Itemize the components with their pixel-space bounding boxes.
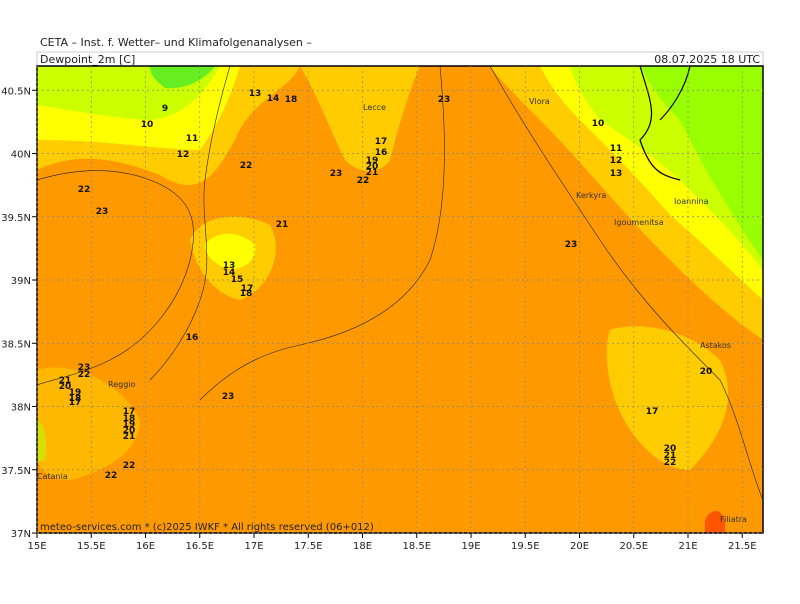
contour-label: 17: [241, 284, 254, 294]
contour-label: 20: [59, 382, 72, 392]
y-tick-label: 39.5N: [1, 213, 31, 224]
contour-label: 21: [59, 376, 72, 386]
contour-label: 20: [123, 426, 136, 436]
contour-label: 19: [69, 388, 82, 398]
place-label: Ioannina: [674, 197, 709, 206]
x-tick-label: 21.5E: [728, 541, 757, 552]
contour-label: 17: [375, 137, 388, 147]
x-tick-label: 20.5E: [619, 541, 648, 552]
contour-label: 18: [123, 414, 136, 424]
contour-label: 21: [123, 432, 136, 442]
x-tick-label: 20E: [570, 541, 589, 552]
place-label: Reggio: [108, 380, 136, 389]
contour-label: 16: [375, 148, 388, 158]
contour-label: 22: [105, 471, 118, 481]
contour-label: 12: [610, 156, 623, 166]
contour-label: 12: [177, 150, 190, 160]
contour-label: 19: [123, 420, 136, 430]
contour-label: 20: [664, 444, 677, 454]
contour-label: 11: [186, 134, 199, 144]
contour-label: 18: [69, 394, 82, 404]
contour-label: 17: [69, 398, 82, 408]
contour-label: 14: [267, 94, 280, 104]
x-tick-label: 18E: [353, 541, 372, 552]
contour-label: 21: [664, 451, 677, 461]
place-label: Kerkyra: [576, 191, 606, 200]
x-tick-label: 19E: [461, 541, 480, 552]
contour-label: 23: [96, 207, 109, 217]
contour-label: 14: [223, 268, 236, 278]
contour-label: 23: [78, 363, 91, 373]
map-frame: [36, 65, 764, 534]
contour-label: 9: [162, 104, 168, 114]
contour-label: 21: [366, 168, 379, 178]
contour-label: 23: [565, 240, 578, 250]
contour-label: 13: [249, 89, 262, 99]
x-tick-label: 16E: [136, 541, 155, 552]
contour-label: 20: [366, 162, 379, 172]
contour-label: 23: [438, 95, 451, 105]
contour-label: 22: [78, 185, 91, 195]
contour-label: 17: [123, 407, 136, 417]
x-tick-label: 18.5E: [402, 541, 431, 552]
x-tick-label: 19.5E: [511, 541, 540, 552]
contour-label: 22: [240, 161, 253, 171]
contour-label: 19: [366, 156, 379, 166]
place-label: Filiatra: [720, 515, 747, 524]
y-tick-label: 37N: [11, 529, 31, 540]
contour-label: 18: [285, 95, 298, 105]
contour-label: 16: [186, 333, 199, 343]
contour-label: 20: [700, 367, 713, 377]
contour-label: 18: [240, 289, 253, 299]
x-tick-label: 15.5E: [77, 541, 106, 552]
x-tick-label: 17.5E: [294, 541, 323, 552]
contour-label: 21: [276, 220, 289, 230]
field: [37, 66, 763, 533]
y-tick-label: 37.5N: [1, 466, 31, 477]
contour-label: 10: [592, 119, 605, 129]
contour-label: 23: [330, 169, 343, 179]
contour-label: 22: [664, 458, 677, 468]
x-tick-label: 21E: [678, 541, 697, 552]
title: Dewpoint_2m [C]: [40, 53, 135, 66]
place-label: Vlora: [529, 97, 550, 106]
y-tick-label: 38.5N: [1, 339, 31, 350]
place-label: Astakos: [700, 341, 731, 350]
footer: meteo-services.com * (c)2025 IWKF * All …: [40, 522, 374, 533]
header: CETA – Inst. f. Wetter– und Klimafolgena…: [40, 36, 312, 49]
x-tick-label: 17E: [244, 541, 263, 552]
place-label: Lecce: [363, 103, 386, 112]
contour-label: 17: [646, 407, 659, 417]
contour-label: 13: [610, 169, 623, 179]
y-tick-label: 38N: [11, 403, 31, 414]
place-label: Igoumenitsa: [614, 218, 664, 227]
contour-label: 22: [357, 176, 370, 186]
contour-label: 11: [610, 144, 623, 154]
contour-label: 22: [123, 461, 136, 471]
y-tick-label: 40.5N: [1, 86, 31, 97]
contour-label: 13: [223, 261, 236, 271]
datetime: 08.07.2025 18 UTC: [654, 53, 760, 66]
contour-label: 23: [222, 392, 235, 402]
x-tick-label: 15E: [27, 541, 46, 552]
contour-label: 10: [141, 120, 154, 130]
y-tick-label: 39N: [11, 276, 31, 287]
contour-label: 22: [78, 370, 91, 380]
contour-label: 15: [231, 275, 244, 285]
x-tick-label: 16.5E: [185, 541, 214, 552]
y-tick-label: 40N: [11, 150, 31, 161]
place-label: Catania: [37, 472, 68, 481]
